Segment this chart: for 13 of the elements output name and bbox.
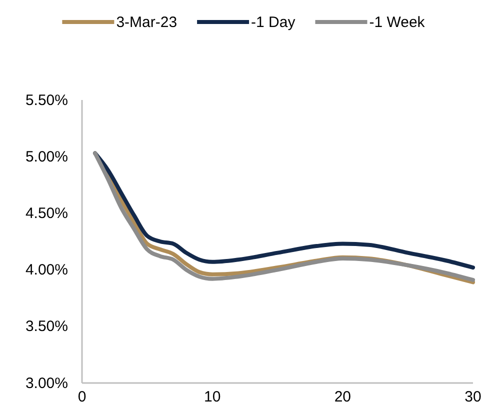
x-tick-label: 30 — [464, 388, 482, 406]
y-tick-label: 5.00% — [25, 148, 68, 166]
x-tick-label: 10 — [204, 388, 221, 406]
y-tick-label: 4.50% — [25, 205, 68, 222]
y-tick-label: 4.00% — [25, 262, 68, 279]
y-tick-label: 3.50% — [25, 318, 68, 336]
y-tick-label: 5.50% — [25, 92, 68, 109]
x-tick-label: 20 — [334, 388, 352, 406]
legend-label: 3-Mar-23 — [116, 14, 178, 31]
legend-label: -1 Week — [369, 14, 426, 31]
x-tick-label: 0 — [78, 388, 86, 406]
y-tick-label: 3.00% — [25, 374, 68, 392]
legend-label: -1 Day — [251, 14, 296, 31]
